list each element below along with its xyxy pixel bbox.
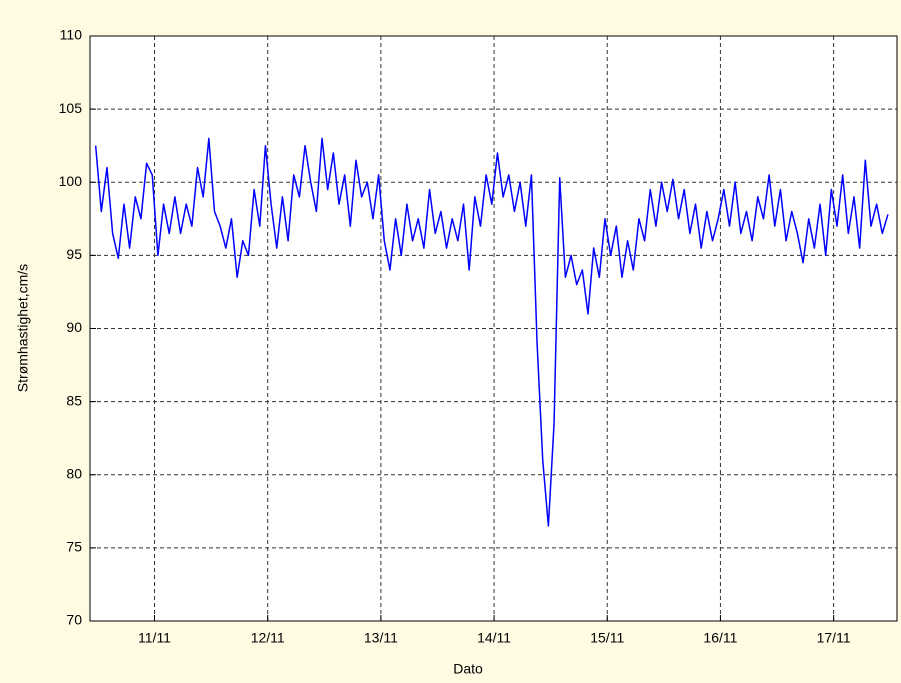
x-tick-label: 17/11 (817, 630, 851, 646)
y-axis-label: Strømhastighet,cm/s (15, 264, 31, 392)
x-tick-label: 12/11 (251, 630, 285, 646)
y-tick-label: 95 (66, 246, 82, 262)
data-line (94, 137, 889, 527)
y-tick-label: 80 (66, 465, 82, 481)
y-tick-label: 70 (66, 612, 82, 628)
y-tick-label: 100 (59, 173, 83, 189)
x-tick-label: 13/11 (364, 630, 398, 646)
y-tick-label: 85 (66, 392, 82, 408)
y-tick-label: 90 (66, 319, 82, 335)
x-axis-label: Dato (453, 661, 483, 677)
plot-frame (89, 35, 898, 622)
y-tick-label: 75 (66, 539, 82, 555)
y-tick-label: 105 (59, 100, 83, 116)
x-tick-label: 15/11 (590, 630, 624, 646)
y-tick-label: 110 (60, 27, 83, 43)
x-tick-label: 11/11 (138, 630, 171, 646)
x-tick-label: 16/11 (703, 630, 737, 646)
x-tick-label: 14/11 (477, 630, 511, 646)
